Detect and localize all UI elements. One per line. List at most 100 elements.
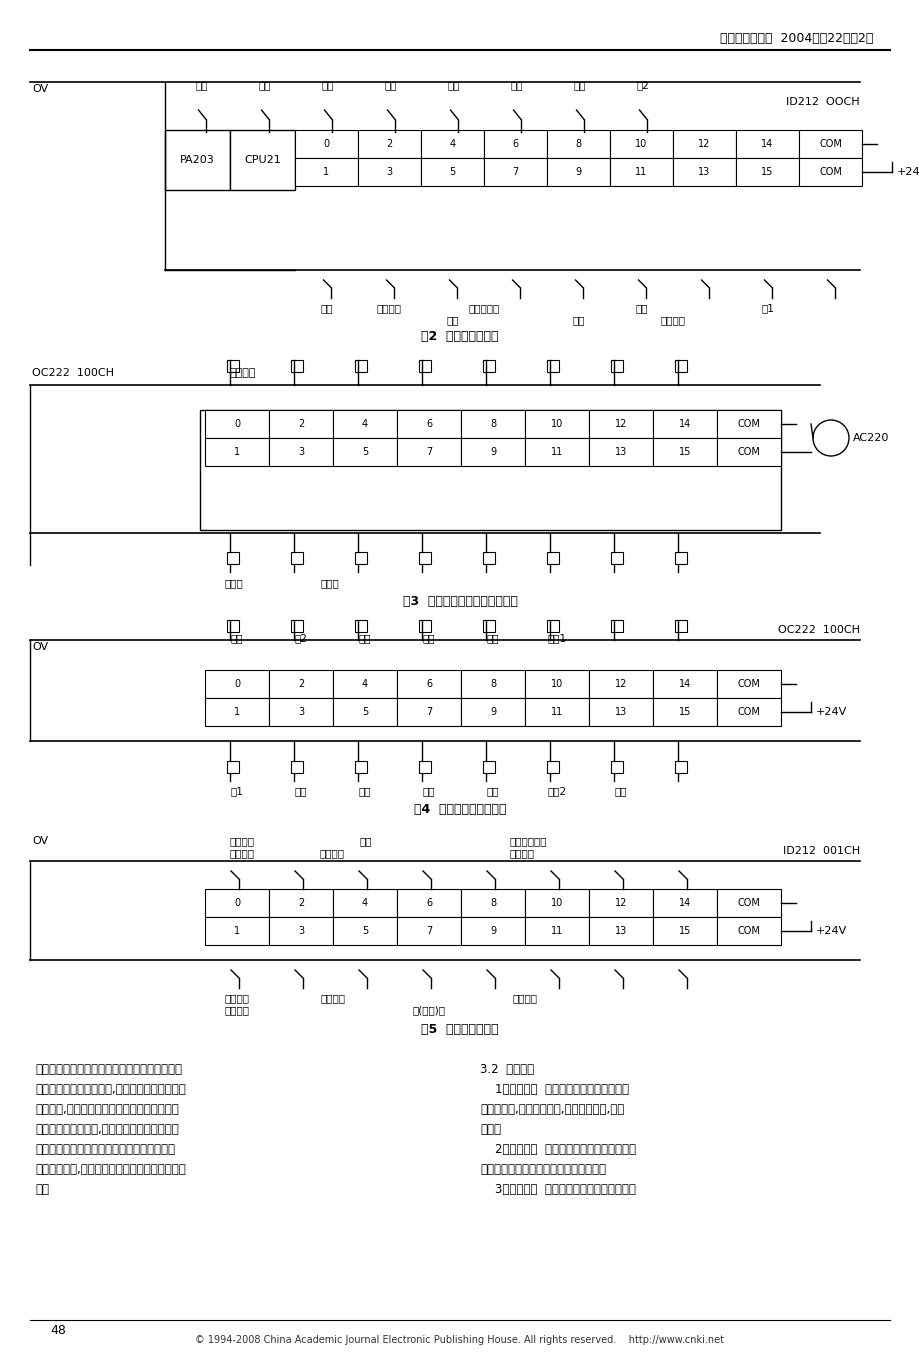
- Bar: [357, 130, 421, 158]
- Text: 10: 10: [550, 679, 562, 690]
- Bar: [482, 360, 494, 372]
- Text: 位置: 位置: [447, 80, 460, 91]
- Text: 9: 9: [490, 926, 495, 936]
- Bar: [610, 621, 622, 631]
- Bar: [397, 698, 460, 726]
- Text: 上袋: 上袋: [231, 633, 243, 644]
- Bar: [673, 158, 735, 187]
- Bar: [610, 552, 622, 564]
- Text: 11: 11: [550, 707, 562, 717]
- Bar: [268, 671, 333, 698]
- Text: OC222  100CH: OC222 100CH: [777, 625, 859, 635]
- Bar: [418, 621, 430, 631]
- Text: 15: 15: [761, 168, 773, 177]
- Text: © 1994-2008 China Academic Journal Electronic Publishing House. All rights reser: © 1994-2008 China Academic Journal Elect…: [195, 1334, 724, 1345]
- Bar: [482, 761, 494, 773]
- Bar: [735, 158, 798, 187]
- Bar: [588, 438, 652, 466]
- Text: 灌装部检盒: 灌装部检盒: [468, 303, 499, 314]
- Text: 15: 15: [678, 707, 690, 717]
- Text: 12: 12: [614, 419, 627, 429]
- Text: 灌装下限: 灌装下限: [224, 992, 249, 1003]
- Text: COM: COM: [818, 168, 841, 177]
- Text: 推盒复位: 推盒复位: [230, 848, 255, 859]
- Bar: [397, 917, 460, 945]
- Bar: [610, 761, 622, 773]
- Bar: [268, 917, 333, 945]
- Bar: [460, 410, 525, 438]
- Text: 灌装1: 灌装1: [547, 633, 566, 644]
- Text: 10: 10: [635, 139, 647, 149]
- Bar: [333, 917, 397, 945]
- Bar: [205, 890, 268, 917]
- Text: 大或向内收紧缩小。长度变化可以通过移动定位: 大或向内收紧缩小。长度变化可以通过移动定位: [35, 1063, 182, 1076]
- Bar: [355, 761, 367, 773]
- Bar: [460, 890, 525, 917]
- Text: 封底: 封底: [321, 80, 334, 91]
- Bar: [716, 671, 780, 698]
- Text: 送纸: 送纸: [195, 80, 208, 91]
- Text: 12: 12: [698, 139, 709, 149]
- Bar: [547, 552, 559, 564]
- Bar: [716, 917, 780, 945]
- Text: 降低。: 降低。: [480, 1124, 501, 1136]
- Text: 11: 11: [550, 448, 562, 457]
- Bar: [652, 671, 716, 698]
- Text: 5: 5: [361, 926, 368, 936]
- Bar: [547, 761, 559, 773]
- Bar: [227, 360, 239, 372]
- Bar: [525, 890, 588, 917]
- Bar: [397, 890, 460, 917]
- Bar: [675, 621, 686, 631]
- Text: 卷纸预警: 卷纸预警: [377, 303, 402, 314]
- Text: 2: 2: [298, 419, 304, 429]
- Text: 图3  主传动与热封合控制示意图: 图3 主传动与热封合控制示意图: [403, 595, 516, 608]
- Bar: [333, 671, 397, 698]
- Text: ID212  001CH: ID212 001CH: [782, 846, 859, 856]
- Text: +24V: +24V: [896, 168, 919, 177]
- Bar: [290, 360, 302, 372]
- Text: COM: COM: [737, 926, 760, 936]
- Text: COM: COM: [737, 679, 760, 690]
- Text: 折1: 折1: [231, 786, 244, 796]
- Bar: [418, 761, 430, 773]
- Bar: [652, 410, 716, 438]
- Bar: [525, 917, 588, 945]
- Text: 光标: 光标: [423, 633, 435, 644]
- Text: 封底: 封底: [423, 786, 435, 796]
- Text: 真空按钮: 真空按钮: [509, 848, 535, 859]
- Text: 4: 4: [449, 139, 455, 149]
- Text: 品。: 品。: [35, 1183, 49, 1197]
- Text: 1: 1: [323, 168, 329, 177]
- Text: 包装与食品机械  2004年第22卷第2期: 包装与食品机械 2004年第22卷第2期: [720, 31, 872, 45]
- Text: 14: 14: [678, 898, 690, 909]
- Bar: [333, 438, 397, 466]
- Text: COM: COM: [737, 419, 760, 429]
- Bar: [418, 360, 430, 372]
- Text: 3: 3: [298, 448, 304, 457]
- Text: 2: 2: [386, 139, 392, 149]
- Text: 15: 15: [678, 926, 690, 936]
- Text: 1: 1: [233, 448, 240, 457]
- Bar: [798, 130, 861, 158]
- Text: 13: 13: [614, 448, 627, 457]
- Bar: [199, 410, 780, 530]
- Text: 主电机行: 主电机行: [230, 368, 256, 379]
- Bar: [205, 917, 268, 945]
- Bar: [652, 890, 716, 917]
- Text: 空气净化器和高质量的符合卫生要求的电热元: 空气净化器和高质量的符合卫生要求的电热元: [35, 1142, 175, 1156]
- Bar: [588, 890, 652, 917]
- Text: 15: 15: [678, 448, 690, 457]
- Text: 9: 9: [490, 707, 495, 717]
- Text: 4: 4: [361, 898, 368, 909]
- Bar: [675, 761, 686, 773]
- Bar: [290, 761, 302, 773]
- Bar: [588, 698, 652, 726]
- Text: 0: 0: [323, 139, 329, 149]
- Bar: [268, 438, 333, 466]
- Text: 3: 3: [298, 707, 304, 717]
- Text: 机构获得。封口器及附件,根据砖形、苗条形与屋: 机构获得。封口器及附件,根据砖形、苗条形与屋: [35, 1083, 186, 1096]
- Text: 7: 7: [512, 168, 518, 177]
- Bar: [609, 158, 673, 187]
- Text: 0: 0: [233, 419, 240, 429]
